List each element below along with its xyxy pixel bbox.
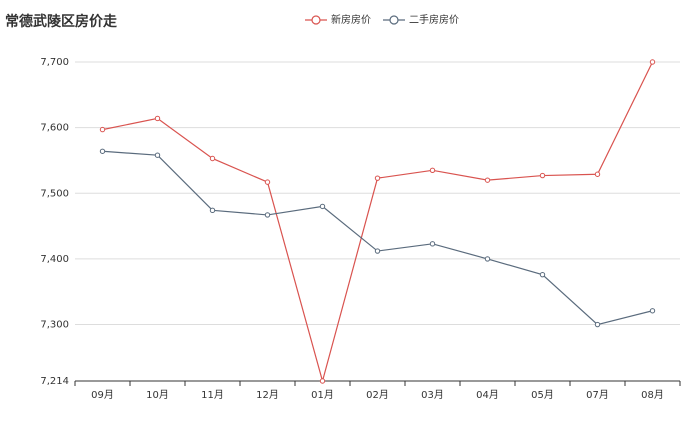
point <box>154 115 161 122</box>
x-tick-label: 11月 <box>201 389 224 401</box>
x-tick-label: 10月 <box>146 389 169 401</box>
point <box>429 241 436 247</box>
point <box>264 212 271 218</box>
point <box>484 256 491 262</box>
x-tick-label: 02月 <box>366 389 389 401</box>
point <box>319 378 326 384</box>
point <box>539 271 546 278</box>
x-tick-label: 05月 <box>531 389 554 401</box>
point <box>319 203 326 210</box>
point <box>374 175 381 181</box>
series-line <box>102 61 654 384</box>
point <box>539 172 546 179</box>
x-tick-label: 07月 <box>586 389 609 401</box>
legend-marker <box>389 15 399 25</box>
legend-label: 二手房房价 <box>409 13 459 26</box>
point <box>374 248 381 254</box>
point <box>264 179 271 185</box>
point <box>99 148 106 154</box>
x-tick-label: 08月 <box>641 389 664 401</box>
y-tick-label: 7,600 <box>40 123 69 134</box>
y-tick-label: 7,214 <box>40 376 69 387</box>
y-tick-label: 7,700 <box>40 57 69 68</box>
point <box>594 321 601 328</box>
y-tick-label: 7,400 <box>40 254 69 265</box>
point <box>209 155 216 162</box>
x-tick-label: 01月 <box>311 389 334 401</box>
point <box>154 152 161 158</box>
x-tick-label: 04月 <box>476 389 499 401</box>
y-tick-label: 7,300 <box>40 320 69 331</box>
point <box>429 167 436 174</box>
point <box>649 308 656 314</box>
point <box>484 177 491 183</box>
x-tick-label: 03月 <box>421 389 444 401</box>
legend-marker <box>311 15 321 25</box>
point <box>649 59 656 65</box>
chart-title: 常德武陵区房价走 <box>5 13 118 30</box>
point <box>99 126 106 133</box>
y-tick-label: 7,500 <box>40 188 69 199</box>
x-tick-label: 09月 <box>91 389 114 401</box>
point <box>594 171 601 177</box>
legend-label: 新房房价 <box>331 13 371 26</box>
point <box>209 207 216 214</box>
x-tick-label: 12月 <box>256 389 279 401</box>
